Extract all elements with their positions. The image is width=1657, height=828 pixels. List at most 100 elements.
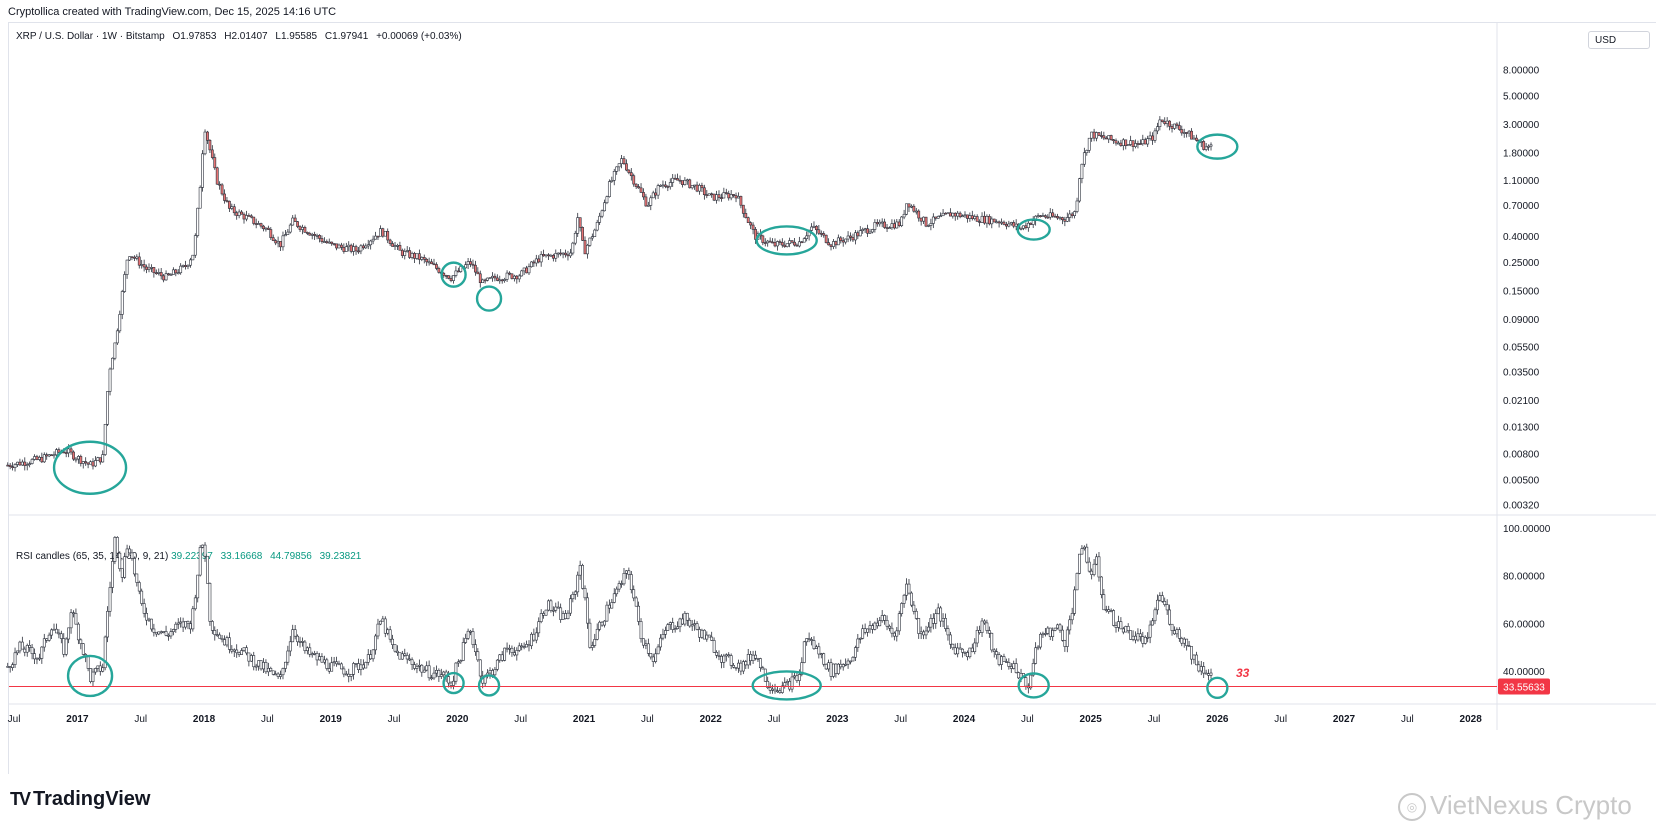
price-candle [1124, 139, 1128, 147]
rsi-candle [491, 670, 494, 676]
price-candle [130, 256, 134, 258]
rsi-value: 39.23821 [319, 551, 362, 562]
price-candle [666, 186, 670, 188]
rsi-candle [42, 638, 46, 648]
rsi-name[interactable]: RSI candles (65, 35, 14, 60, 9, 21) [16, 551, 169, 562]
price-candle [469, 261, 472, 265]
rsi-candle [237, 652, 241, 655]
price-candle [279, 241, 282, 248]
rsi-candle [135, 573, 139, 583]
rsi-candle [206, 555, 209, 584]
rsi-candle [215, 634, 219, 636]
price-candle [96, 457, 100, 461]
price-candle [332, 243, 336, 245]
rsi-candle [849, 660, 852, 663]
price-candle [1153, 130, 1157, 141]
price-candle [1090, 131, 1094, 139]
rsi-axis-tick: 100.00000 [1503, 524, 1551, 535]
price-candle [912, 205, 916, 212]
rsi-candle [629, 574, 633, 591]
price-candle [822, 233, 826, 236]
rsi-candle [1190, 646, 1193, 660]
annotation-circle [440, 261, 467, 288]
rsi-candle [1153, 609, 1157, 622]
rsi-candle [408, 658, 412, 661]
price-candle [361, 245, 365, 249]
currency-selector[interactable]: USD [1588, 31, 1650, 49]
rsi-candle [1031, 663, 1035, 676]
price-candle [1014, 223, 1018, 227]
price-candle [52, 454, 56, 457]
rsi-candle [1095, 556, 1098, 565]
price-candle [824, 234, 828, 243]
chart-credit: Cryptollica created with TradingView.com… [8, 6, 337, 18]
price-candle [488, 277, 492, 280]
price-candle [344, 246, 348, 252]
price-candle [517, 275, 521, 280]
rsi-candle [369, 654, 373, 660]
rsi-candle [1046, 627, 1050, 634]
price-candle [230, 206, 234, 209]
price-candle [739, 196, 743, 206]
price-candle [232, 206, 236, 214]
price-candle [1007, 223, 1011, 227]
symbol-label[interactable]: XRP / U.S. Dollar · 1W · Bitstamp [16, 31, 165, 42]
rsi-candle [756, 658, 760, 660]
price-candle [763, 242, 767, 244]
rsi-candle [335, 661, 338, 665]
rsi-candle [1177, 629, 1181, 639]
rsi-candle [1104, 609, 1108, 611]
rsi-candle [671, 622, 675, 630]
rsi-candle [391, 638, 394, 646]
rsi-candle [55, 628, 58, 634]
price-candle [247, 215, 251, 217]
chart-canvas[interactable]: 33.55633 33 8.00000 5.00000 3.00000 1.80000 1.… [0, 0, 1657, 780]
price-candle [442, 272, 446, 276]
rsi-candle [452, 680, 455, 686]
rsi-candle [610, 602, 614, 609]
price-candle [16, 461, 19, 465]
price-candle [422, 257, 426, 260]
price-candle [64, 452, 68, 454]
price-axis-tick: 5.00000 [1503, 92, 1540, 103]
price-candle [349, 244, 353, 252]
price-candle [396, 245, 399, 247]
price-candle [761, 235, 765, 243]
rsi-candle [298, 641, 302, 643]
rsi-candle [1207, 673, 1210, 676]
price-candle [610, 180, 614, 182]
rsi-candle [374, 635, 377, 651]
rsi-candle [1121, 628, 1125, 633]
rsi-candle [125, 548, 129, 557]
rsi-candle [1014, 663, 1018, 673]
rsi-candle [1082, 546, 1086, 549]
rsi-candle [627, 570, 631, 575]
price-candle [18, 461, 22, 466]
rsi-candle [242, 647, 246, 651]
price-candle [113, 342, 117, 359]
price-candle [627, 169, 631, 173]
price-candle [374, 235, 377, 240]
rsi-candle [213, 630, 217, 635]
annotation-circle [1206, 676, 1229, 700]
rsi-axis-tick: 80.00000 [1503, 572, 1545, 583]
price-candle [970, 215, 974, 219]
rsi-candle [425, 665, 429, 671]
rsi-candle [566, 612, 570, 619]
rsi-candle [249, 655, 253, 662]
rsi-candle [57, 632, 61, 635]
rsi-candle [227, 637, 231, 650]
rsi-candle [159, 631, 163, 634]
price-candle [103, 423, 107, 455]
rsi-candle [45, 638, 49, 641]
price-candle [503, 279, 507, 281]
rsi-candle [1109, 610, 1113, 612]
rsi-candle [966, 652, 969, 658]
price-candle [983, 215, 986, 224]
time-axis-tick: 2019 [320, 714, 343, 725]
price-candle [780, 242, 784, 246]
rsi-candle [108, 587, 112, 612]
price-candle [28, 463, 32, 465]
price-axis-tick: 0.40000 [1503, 232, 1540, 243]
price-candle [1194, 137, 1198, 141]
